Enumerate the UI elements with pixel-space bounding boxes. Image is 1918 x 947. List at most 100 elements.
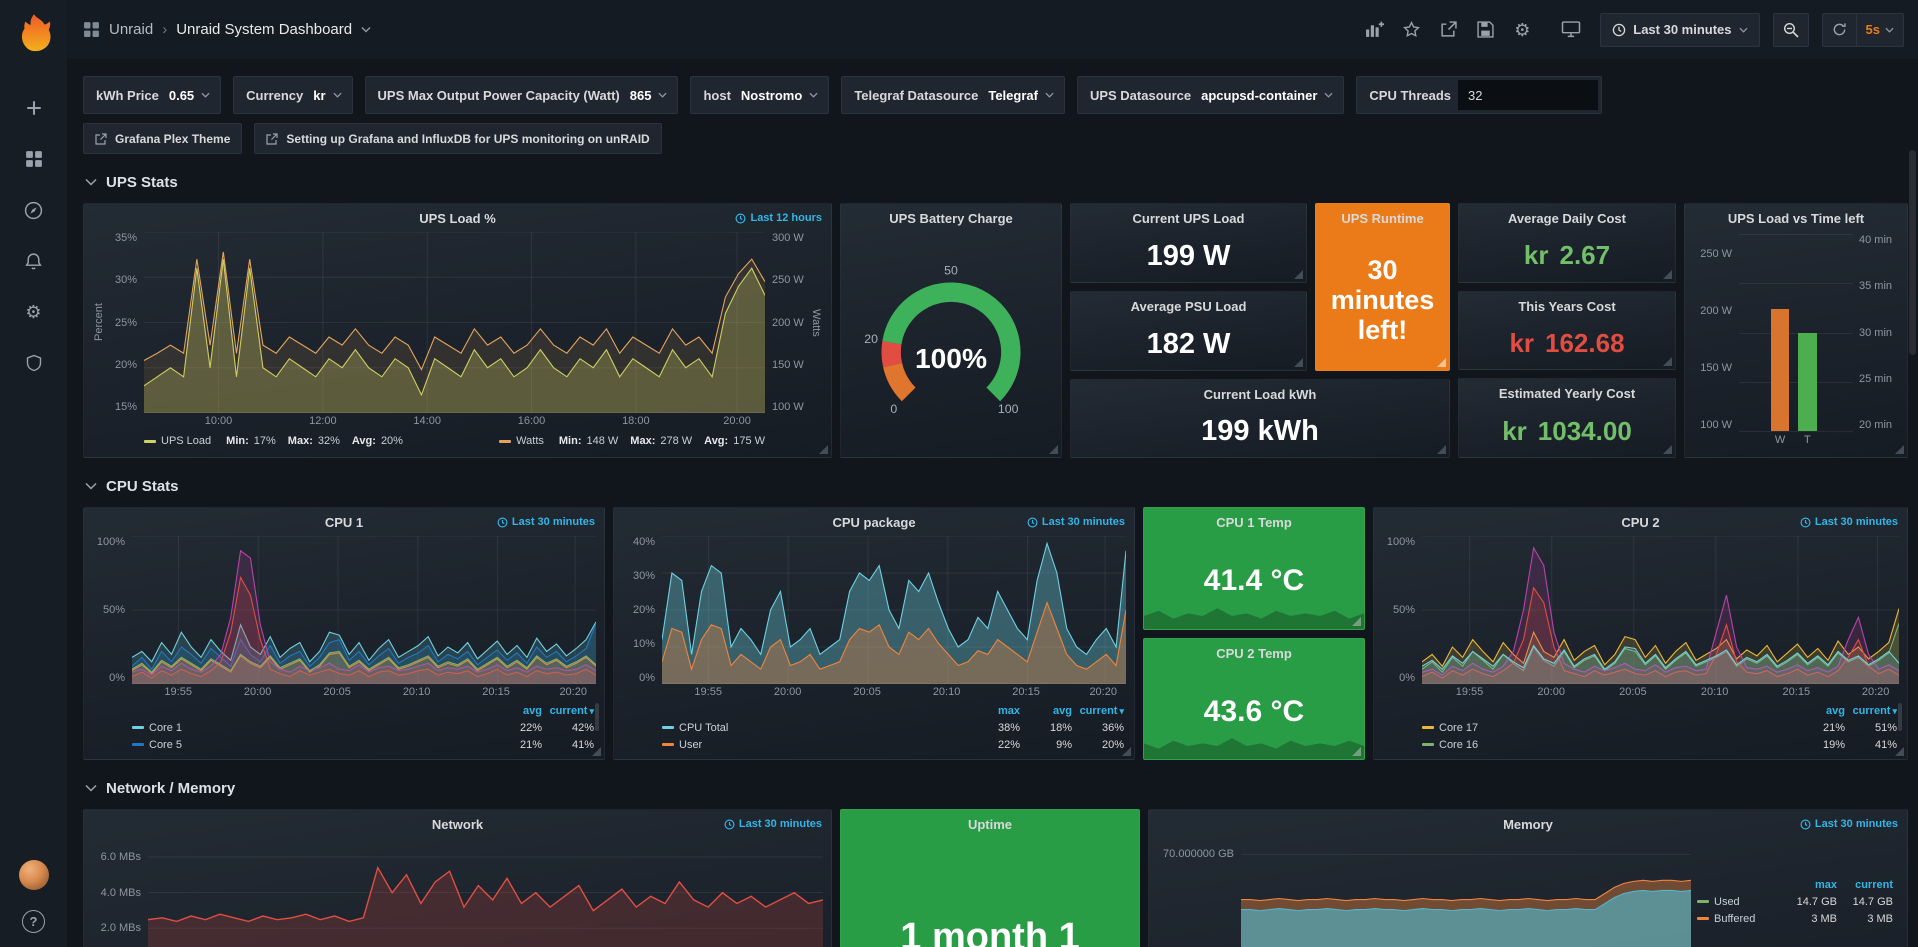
panel-time-range[interactable]: Last 12 hours [735, 212, 822, 224]
panel-cpu-2[interactable]: CPU 2 Last 30 minutes 100%50%0% 19:5520:… [1373, 507, 1908, 760]
variable-telegraf-datasource[interactable]: Telegraf Datasource Telegraf [841, 76, 1065, 114]
legend-series[interactable]: Core 17 [1422, 722, 1793, 734]
sidebar-item-create[interactable] [22, 96, 46, 120]
variable-value[interactable]: Telegraf [985, 88, 1064, 103]
breadcrumb-folder[interactable]: Unraid [109, 21, 153, 38]
time-series-plot[interactable] [144, 232, 765, 413]
panel-title[interactable]: Current UPS Load [1071, 211, 1306, 226]
variable-kwh-price[interactable]: kWh Price 0.65 [83, 76, 221, 114]
variable-value[interactable]: Nostromo [738, 88, 828, 103]
panel-title[interactable]: UPS Load vs Time left [1685, 211, 1907, 226]
panel-time-range[interactable]: Last 30 minutes [1800, 818, 1898, 830]
sidebar-item-dashboards[interactable] [22, 147, 46, 171]
panel-title[interactable]: UPS Load % [84, 211, 831, 226]
legend-header[interactable]: current [542, 705, 594, 717]
sidebar-item-server-admin[interactable] [22, 351, 46, 375]
sidebar-item-explore[interactable] [22, 198, 46, 222]
dashboard-link-plex-theme[interactable]: Grafana Plex Theme [83, 123, 242, 154]
legend-header[interactable]: avg [1020, 705, 1072, 717]
chevron-down-icon[interactable] [361, 26, 371, 33]
bar-t[interactable] [1798, 333, 1816, 432]
legend-series[interactable]: Core 5 [132, 739, 490, 751]
legend-item[interactable]: WattsMin:148 WMax:278 WAvg:175 W [499, 435, 765, 447]
panel-ups-runtime[interactable]: UPS Runtime 30 minutes left! [1315, 203, 1450, 371]
panel-title[interactable]: Average Daily Cost [1459, 211, 1675, 226]
panel-title[interactable]: CPU 2 Temp [1144, 646, 1364, 661]
variable-value[interactable]: kr [310, 88, 351, 103]
variable-value[interactable]: apcupsd-container [1198, 88, 1343, 103]
row-header-network-memory[interactable]: Network / Memory [85, 775, 1908, 801]
legend-header[interactable]: current [1845, 705, 1897, 717]
panel-title[interactable]: Memory [1149, 817, 1907, 832]
panel-cpu2-temp[interactable]: CPU 2 Temp 43.6 °C [1143, 638, 1365, 761]
legend-header[interactable]: avg [1793, 705, 1845, 717]
time-range-picker[interactable]: Last 30 minutes [1600, 13, 1759, 47]
scrollbar-thumb[interactable] [1909, 150, 1916, 355]
panel-title[interactable]: UPS Battery Charge [841, 211, 1061, 226]
panel-this-years-cost[interactable]: This Years Cost kr162.68 [1458, 291, 1676, 371]
bar-plot[interactable] [1739, 234, 1853, 431]
legend-series[interactable]: Core 1 [132, 722, 490, 734]
time-series-plot[interactable] [132, 536, 596, 684]
star-button[interactable] [1395, 14, 1427, 46]
sidebar-item-configuration[interactable]: ⚙ [22, 300, 46, 324]
variable-ups-max-output[interactable]: UPS Max Output Power Capacity (Watt) 865 [365, 76, 679, 114]
panel-ups-battery-charge[interactable]: UPS Battery Charge 02050100100% [840, 203, 1062, 458]
dashboard-link-ups-monitoring[interactable]: Setting up Grafana and InfluxDB for UPS … [254, 123, 661, 154]
add-panel-button[interactable] [1358, 14, 1390, 46]
panel-title[interactable]: Uptime [841, 817, 1139, 832]
legend-series[interactable]: Buffered [1697, 913, 1781, 925]
legend-header[interactable]: max [1781, 879, 1837, 891]
time-series-plot[interactable] [1422, 536, 1899, 684]
cycle-view-button[interactable] [1555, 14, 1587, 46]
legend-header[interactable]: max [968, 705, 1020, 717]
panel-title[interactable]: CPU 1 Temp [1144, 515, 1364, 530]
bar-w[interactable] [1771, 309, 1789, 431]
sidebar-item-alerting[interactable] [22, 249, 46, 273]
grafana-logo[interactable] [13, 12, 55, 54]
row-header-cpu[interactable]: CPU Stats [85, 473, 1908, 499]
row-header-ups[interactable]: UPS Stats [85, 169, 1908, 195]
legend-series[interactable]: Core 16 [1422, 739, 1793, 751]
variable-host[interactable]: host Nostromo [690, 76, 829, 114]
panel-title[interactable]: Network [84, 817, 831, 832]
cpu-threads-input[interactable]: 32 [1458, 80, 1598, 110]
panel-cpu-package[interactable]: CPU package Last 30 minutes 40%30%20%10%… [613, 507, 1135, 760]
legend-series[interactable]: User [662, 739, 968, 751]
variable-value[interactable]: 865 [627, 88, 678, 103]
panel-time-range[interactable]: Last 30 minutes [1800, 516, 1898, 528]
time-series-plot[interactable] [662, 536, 1126, 684]
legend-header[interactable]: current [1837, 879, 1893, 891]
panel-network[interactable]: Network Last 30 minutes 6.0 MBs4.0 MBs2.… [83, 809, 832, 947]
legend-header[interactable]: current [1072, 705, 1124, 717]
panel-title[interactable]: Average PSU Load [1071, 299, 1306, 314]
panel-title[interactable]: Estimated Yearly Cost [1459, 386, 1675, 401]
panel-ups-load-vs-time-left[interactable]: UPS Load vs Time left 250 W200 W150 W100… [1684, 203, 1908, 458]
panel-title[interactable]: This Years Cost [1459, 299, 1675, 314]
user-avatar[interactable] [19, 860, 49, 890]
refresh-interval-button[interactable]: 5s [1856, 14, 1903, 46]
variable-ups-datasource[interactable]: UPS Datasource apcupsd-container [1077, 76, 1344, 114]
panel-title[interactable]: UPS Runtime [1316, 211, 1449, 226]
share-button[interactable] [1432, 14, 1464, 46]
save-button[interactable] [1469, 14, 1501, 46]
panel-time-range[interactable]: Last 30 minutes [724, 818, 822, 830]
dashboard-settings-button[interactable]: ⚙ [1506, 14, 1538, 46]
time-series-plot[interactable] [1241, 838, 1691, 947]
panel-time-range[interactable]: Last 30 minutes [1027, 516, 1125, 528]
dashboard-title[interactable]: Unraid System Dashboard [176, 21, 352, 38]
zoom-out-button[interactable] [1773, 13, 1809, 47]
legend-item[interactable]: UPS LoadMin:17%Max:32%Avg:20% [144, 435, 403, 447]
variable-currency[interactable]: Currency kr [233, 76, 352, 114]
legend-series[interactable]: CPU Total [662, 722, 968, 734]
time-series-plot[interactable] [148, 838, 823, 947]
dashboard-grid-icon[interactable] [83, 21, 100, 38]
panel-current-ups-load[interactable]: Current UPS Load 199 W [1070, 203, 1307, 283]
panel-average-psu-load[interactable]: Average PSU Load 182 W [1070, 291, 1307, 371]
variable-value[interactable]: 0.65 [166, 88, 220, 103]
panel-cpu1-temp[interactable]: CPU 1 Temp 41.4 °C [1143, 507, 1365, 630]
legend-header[interactable]: avg [490, 705, 542, 717]
panel-time-range[interactable]: Last 30 minutes [497, 516, 595, 528]
panel-cpu-1[interactable]: CPU 1 Last 30 minutes 100%50%0% 19:5520:… [83, 507, 605, 760]
panel-title[interactable]: Current Load kWh [1071, 387, 1449, 402]
